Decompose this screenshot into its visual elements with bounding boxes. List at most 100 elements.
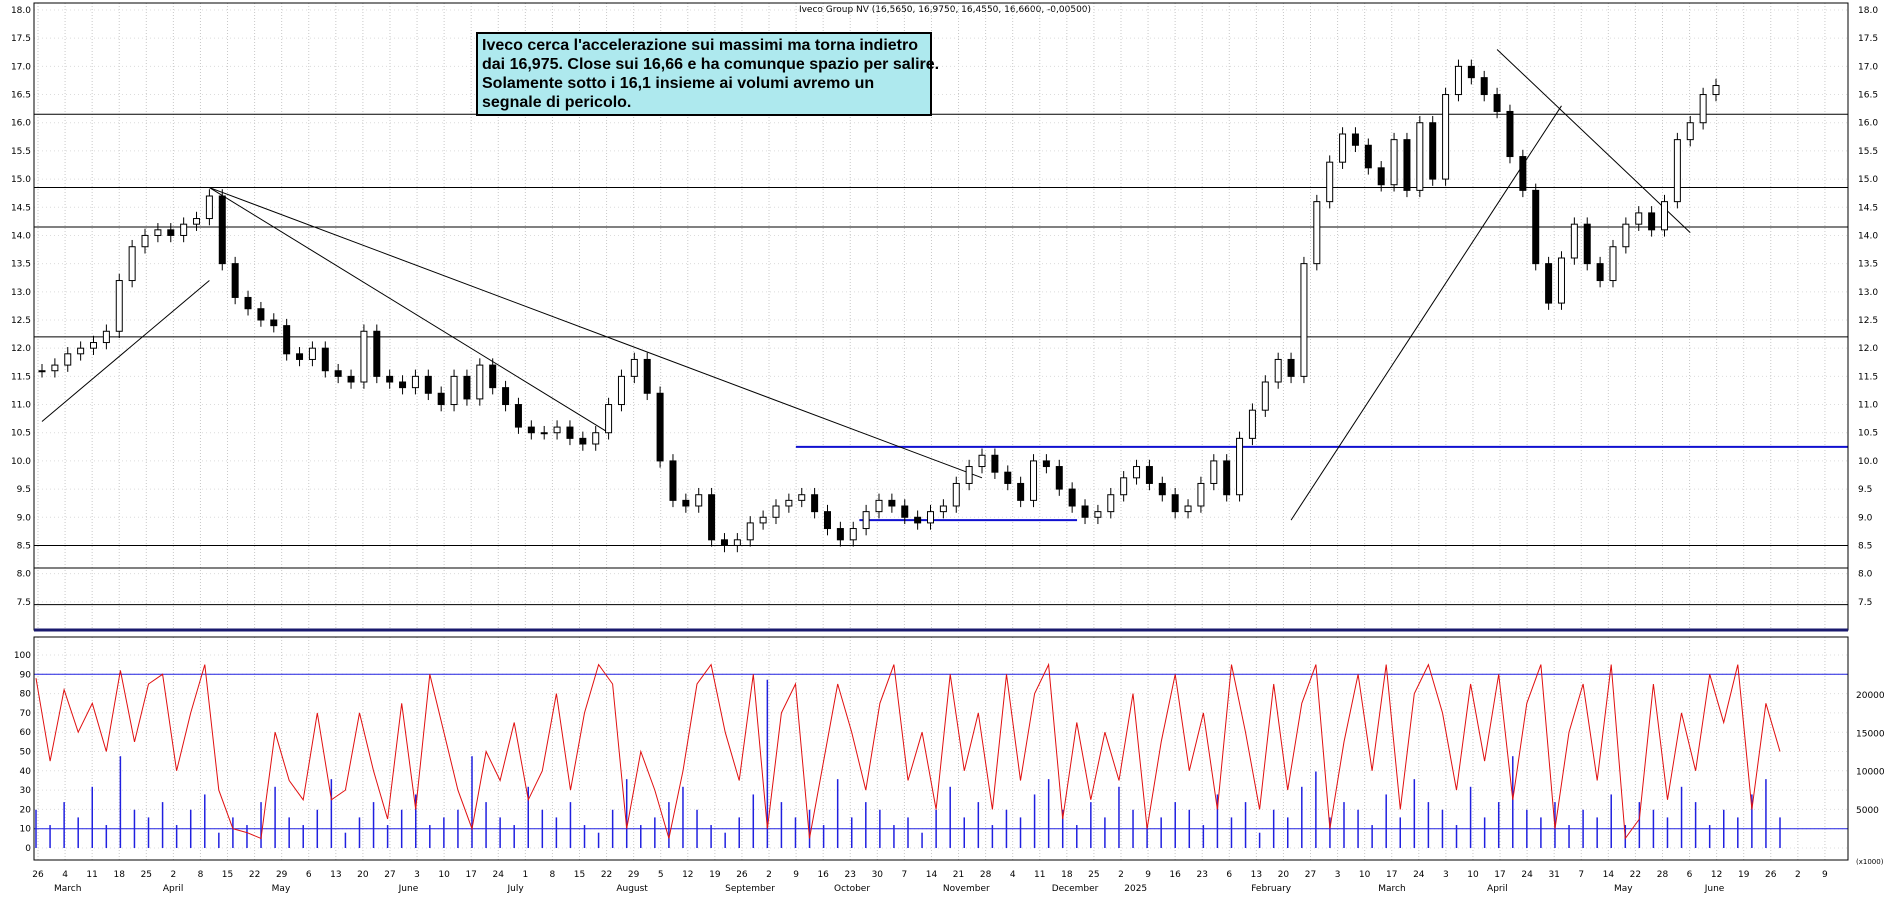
price-tick-left: 13.0	[11, 288, 31, 298]
candle-body	[1236, 437, 1244, 496]
candle	[386, 369, 394, 389]
candle	[1673, 132, 1681, 209]
candle	[38, 363, 46, 378]
date-tick-label: 12	[1711, 870, 1722, 880]
candle-body	[1712, 85, 1720, 96]
candle-body	[888, 499, 896, 507]
month-label: April	[163, 884, 184, 894]
candle	[437, 386, 445, 412]
price-tick-right: 12.5	[1858, 316, 1878, 326]
candle	[1184, 499, 1192, 519]
candle	[231, 256, 239, 305]
candle-body	[347, 375, 355, 383]
candle-body	[1274, 358, 1282, 383]
price-tick-right: 11.5	[1858, 372, 1878, 382]
candle-body	[1145, 466, 1153, 484]
candle	[798, 487, 806, 508]
date-tick-label: 22	[249, 870, 260, 880]
candle-body	[1197, 482, 1205, 507]
candle-body	[733, 539, 741, 546]
candle	[411, 369, 419, 395]
date-tick-label: 31	[1548, 870, 1559, 880]
date-tick-label: 16	[1169, 870, 1181, 880]
candle-body	[1442, 94, 1450, 180]
candle-body	[1300, 263, 1308, 377]
candle	[1017, 476, 1025, 508]
candle	[360, 324, 368, 389]
candle-body	[373, 330, 381, 377]
trendline-down-1	[209, 187, 609, 434]
candle	[1609, 239, 1617, 288]
price-tick-left: 8.0	[17, 570, 32, 580]
candle-body	[1609, 246, 1617, 282]
date-tick-label: 24	[1413, 870, 1425, 880]
candle	[90, 335, 98, 355]
candle	[643, 352, 651, 401]
candle-body	[1429, 122, 1437, 180]
candle-body	[566, 426, 574, 439]
candle	[51, 358, 59, 378]
candle	[540, 425, 548, 440]
price-tick-right: 8.0	[1858, 570, 1873, 580]
candle-body	[141, 234, 149, 248]
candle	[424, 369, 432, 401]
candle-body	[1287, 358, 1295, 377]
candle	[193, 211, 201, 231]
price-tick-right: 14.0	[1858, 231, 1878, 241]
candle	[914, 510, 922, 530]
date-tick-label: 8	[550, 870, 556, 880]
month-label: February	[1251, 884, 1292, 894]
candle-body	[90, 342, 98, 349]
volume-tick-label: 10000	[1856, 768, 1885, 778]
price-tick-right: 15.0	[1858, 175, 1878, 185]
date-tick-label: 21	[953, 870, 964, 880]
candle	[1596, 256, 1604, 288]
candle	[772, 499, 780, 525]
candle	[823, 504, 831, 536]
month-label: March	[54, 884, 81, 894]
price-tick-left: 14.0	[11, 231, 31, 241]
candle-body	[617, 375, 625, 406]
candle-body	[746, 522, 754, 541]
candle	[656, 386, 664, 468]
candle	[1300, 256, 1308, 384]
candle-body	[1107, 494, 1115, 513]
candle	[64, 347, 72, 372]
month-label: March	[1378, 884, 1405, 894]
candle	[1429, 115, 1437, 186]
date-tick-label: 18	[113, 870, 125, 880]
date-tick-label: 28	[980, 870, 992, 880]
trend-lines	[41, 49, 1691, 521]
candle-body	[51, 364, 59, 372]
candle-body	[514, 404, 522, 428]
date-tick-label: 24	[493, 870, 505, 880]
annotation-box: Iveco cerca l'accelerazione sui massimi …	[476, 32, 939, 116]
date-tick-label: 6	[306, 870, 312, 880]
osc-tick-label: 50	[20, 748, 32, 758]
price-tick-left: 11.5	[11, 372, 31, 382]
candle	[1261, 375, 1269, 417]
candle-body	[205, 195, 213, 220]
price-tick-left: 12.0	[11, 344, 31, 354]
candle-body	[154, 229, 162, 236]
price-tick-left: 13.5	[11, 260, 31, 270]
price-panel-frame	[33, 2, 1849, 631]
support-resistance-lines	[34, 113, 1848, 606]
candle-body	[1390, 139, 1398, 186]
candle-body	[321, 347, 329, 372]
chart-title: Iveco Group NV (16,5650, 16,9750, 16,455…	[799, 5, 1091, 15]
candle	[927, 504, 935, 530]
candle-body	[244, 296, 252, 310]
price-tick-right: 17.5	[1858, 34, 1878, 44]
price-tick-right: 16.5	[1858, 91, 1878, 101]
candle-body	[553, 426, 561, 434]
candle	[592, 425, 600, 451]
price-tick-right: 9.0	[1858, 513, 1873, 523]
candle-body	[643, 358, 651, 394]
candle	[991, 448, 999, 479]
candle	[1686, 115, 1694, 147]
candlesticks	[38, 59, 1720, 553]
date-tick-label: 17	[1386, 870, 1397, 880]
candle	[218, 189, 226, 271]
